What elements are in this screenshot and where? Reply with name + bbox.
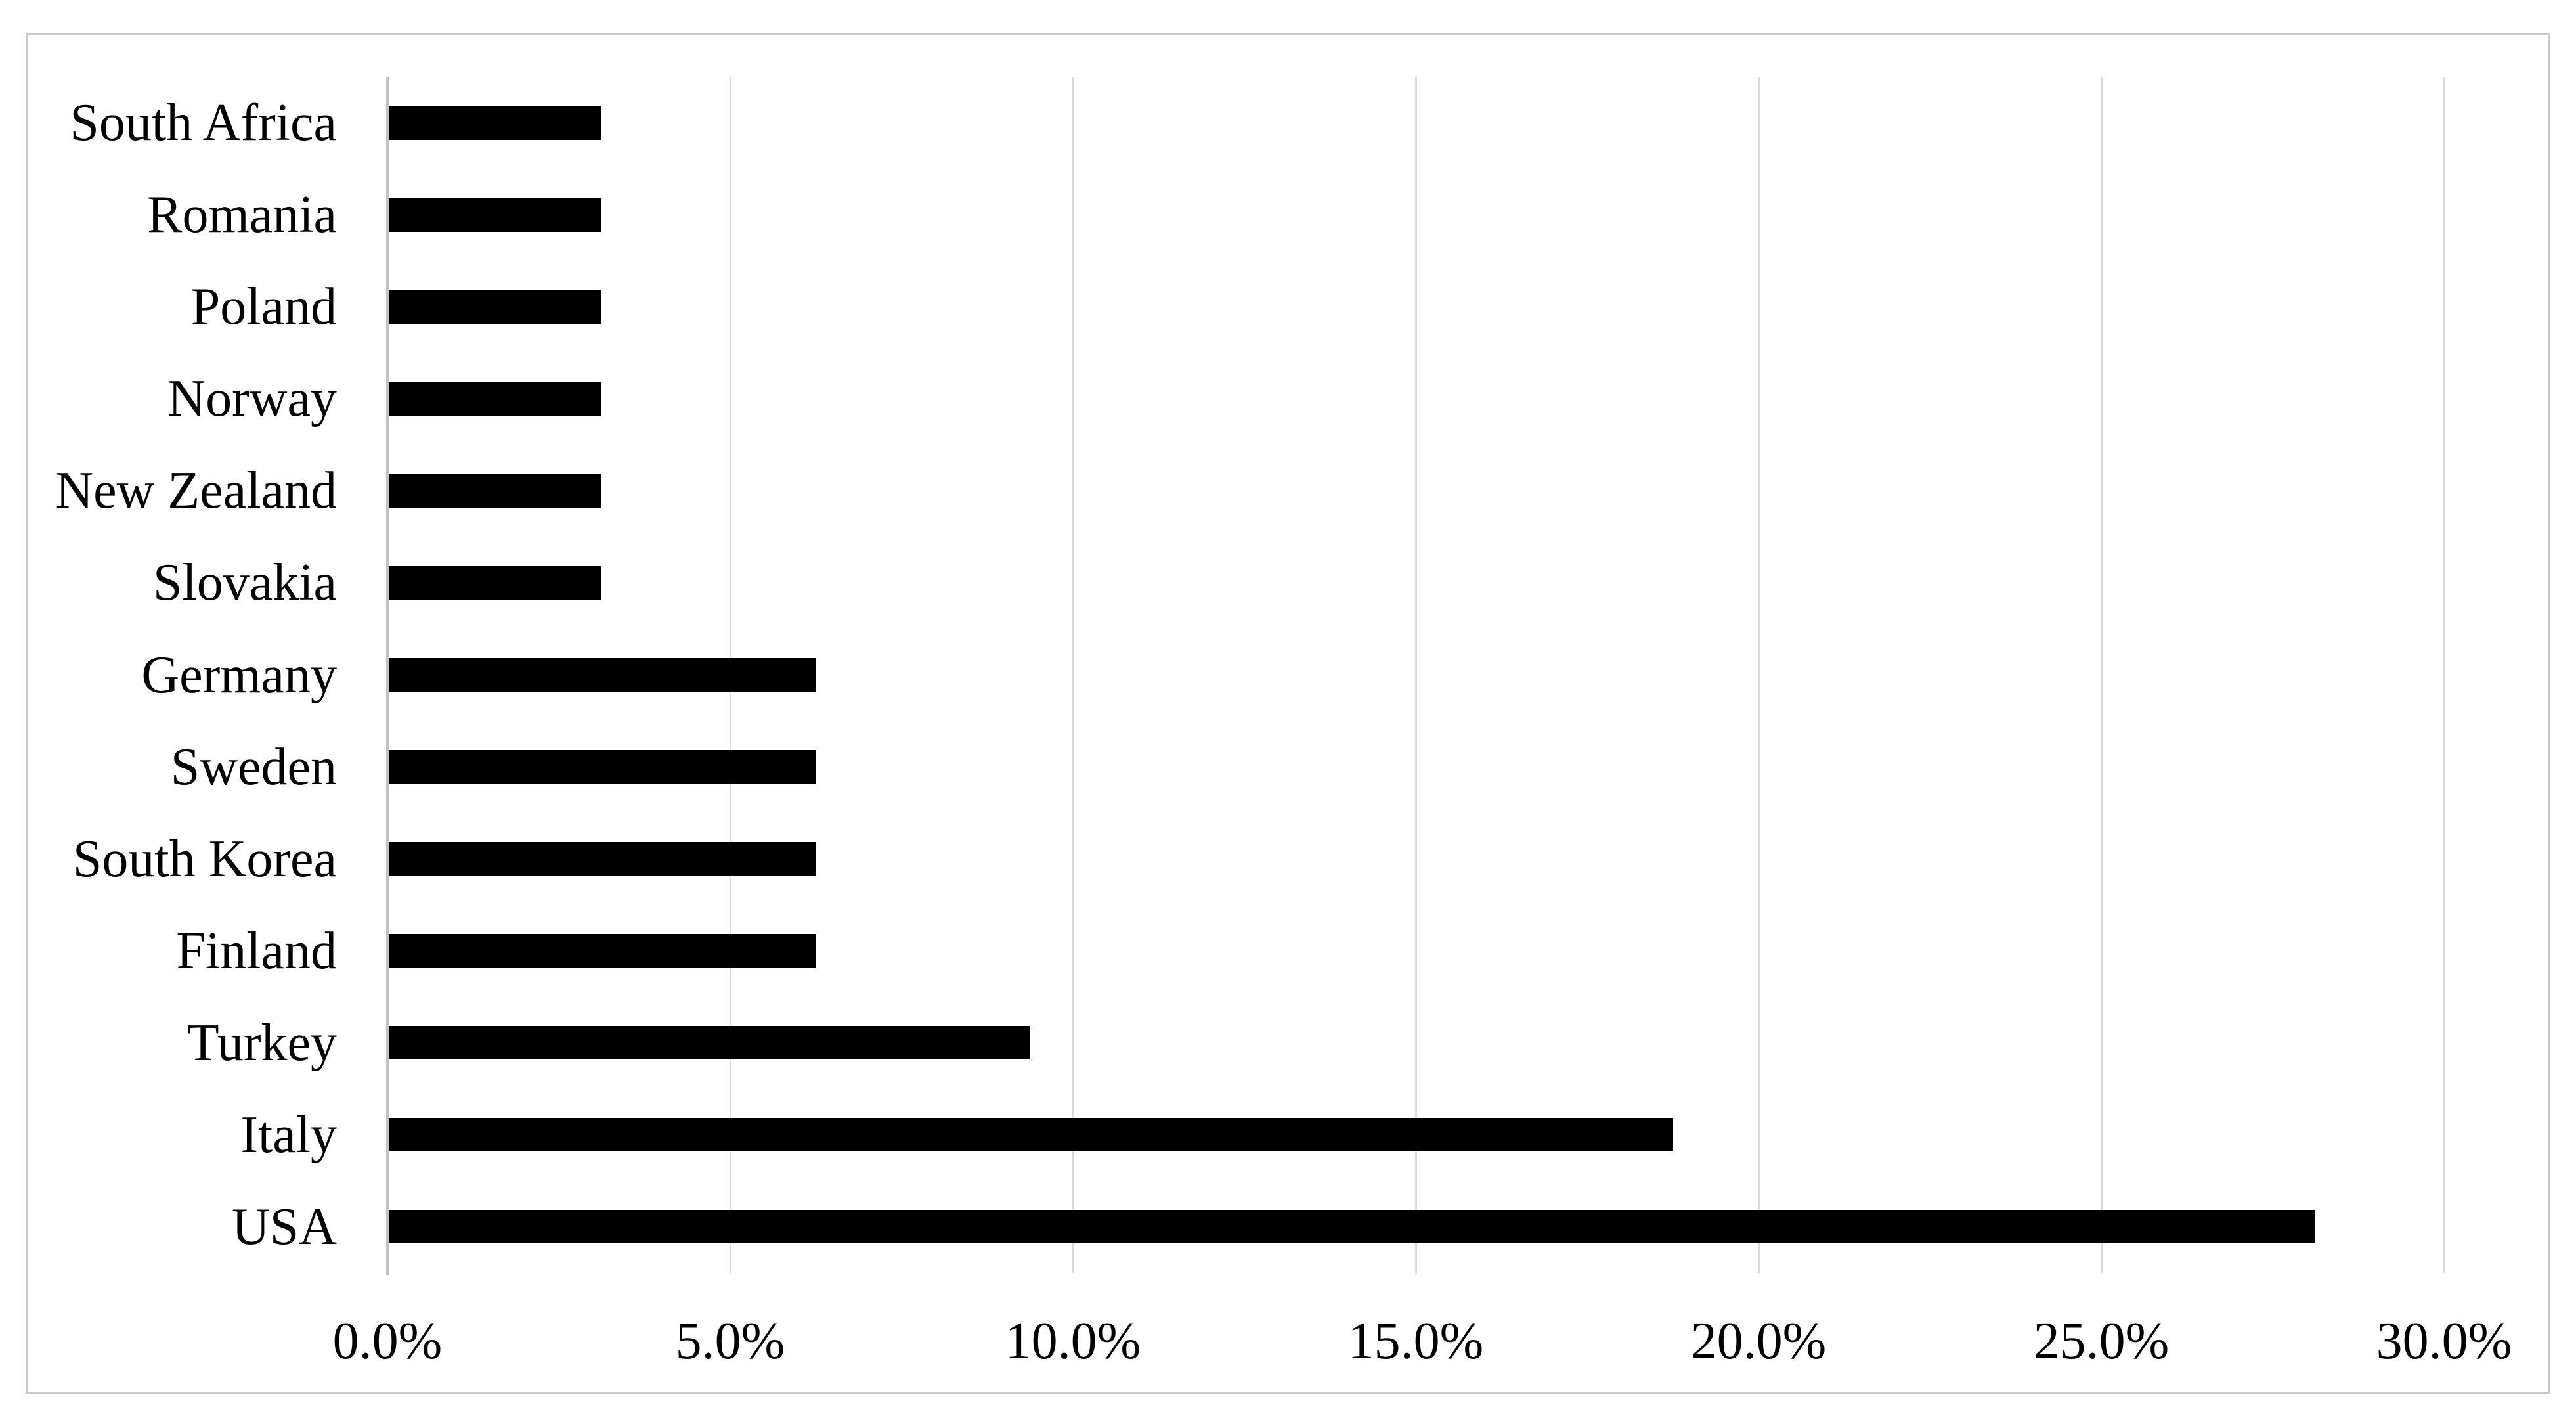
category-label-romania: Romania (147, 186, 337, 244)
bar-turkey (387, 1026, 1030, 1060)
x-tick-label: 15.0% (1347, 1312, 1484, 1370)
category-label-italy: Italy (240, 1105, 337, 1164)
bar-norway (387, 382, 602, 416)
category-label-norway: Norway (167, 370, 337, 428)
chart-border-frame (26, 33, 2550, 1394)
bar-usa (387, 1210, 2316, 1244)
bar-romania (387, 198, 602, 232)
x-tick-label: 20.0% (1690, 1312, 1827, 1370)
category-label-new-zealand: New Zealand (55, 462, 337, 520)
gridline-15.0% (1415, 77, 1417, 1273)
bar-germany (387, 658, 816, 692)
bar-poland (387, 290, 602, 324)
bar-sweden (387, 750, 816, 784)
gridline-25.0% (2101, 77, 2103, 1273)
plot-area (387, 77, 2445, 1273)
bar-south-africa (387, 106, 602, 140)
category-label-finland: Finland (176, 922, 337, 980)
category-axis-line (386, 77, 389, 1275)
category-label-poland: Poland (190, 278, 337, 336)
category-label-germany: Germany (141, 646, 337, 704)
bar-finland (387, 934, 816, 968)
gridline-10.0% (1072, 77, 1074, 1273)
category-label-sweden: Sweden (170, 738, 337, 796)
x-tick-label: 0.0% (332, 1312, 443, 1370)
gridline-20.0% (1758, 77, 1760, 1273)
bar-south-korea (387, 842, 816, 876)
category-label-usa: USA (231, 1197, 337, 1256)
bar-new-zealand (387, 474, 602, 508)
x-tick-label: 10.0% (1005, 1312, 1141, 1370)
category-label-south-korea: South Korea (72, 830, 337, 888)
bar-slovakia (387, 566, 602, 600)
gridline-30.0% (2443, 77, 2445, 1273)
x-tick-label: 5.0% (675, 1312, 785, 1370)
x-tick-label: 25.0% (2033, 1312, 2170, 1370)
category-label-south-africa: South Africa (70, 94, 337, 152)
category-label-turkey: Turkey (186, 1013, 337, 1072)
x-tick-label: 30.0% (2376, 1312, 2512, 1370)
category-label-slovakia: Slovakia (153, 554, 337, 612)
bar-italy (387, 1118, 1673, 1152)
